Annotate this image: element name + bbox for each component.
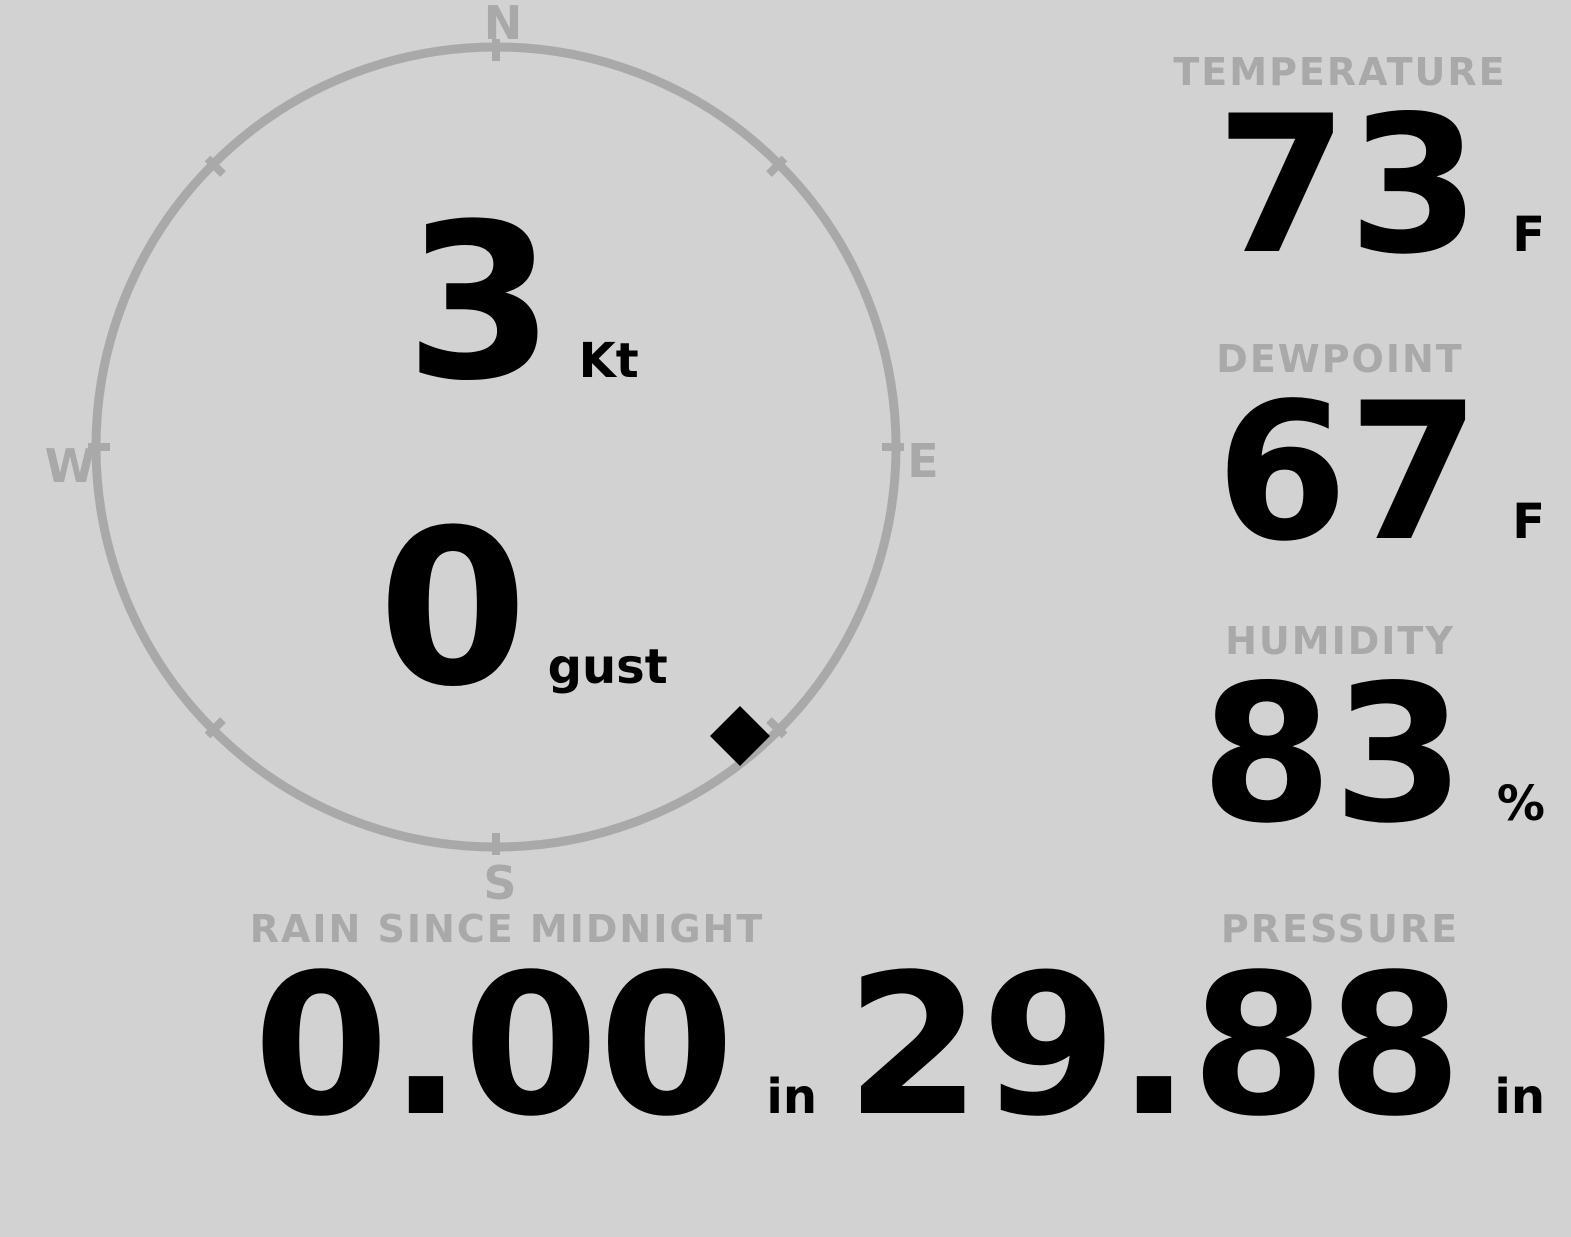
compass-label-north: N [483,0,523,50]
pressure-label: PRESSURE [1220,907,1460,951]
humidity-unit: % [1496,776,1545,832]
rain-metric: RAIN SINCE MIDNIGHT 0.00 in [197,910,817,1143]
humidity-value: 83 [1200,644,1465,865]
wind-gust-unit: gust [547,639,668,695]
rain-unit: in [766,1069,817,1125]
wind-speed: 3 Kt [405,195,639,410]
pressure-unit: in [1494,1069,1545,1125]
temperature-unit: F [1512,207,1545,263]
compass-dial [88,39,904,855]
wind-gust: 0 gust [378,501,668,716]
humidity-metric: HUMIDITY 83 % [1135,619,1546,865]
pressure-value: 29.88 [845,932,1463,1159]
compass-label-east: E [907,434,939,488]
dewpoint-label: DEWPOINT [1216,337,1464,381]
dewpoint-metric: DEWPOINT 67 F [1135,340,1545,568]
wind-direction-marker [710,706,770,766]
wind-speed-value: 3 [405,177,555,428]
compass-ticks [88,39,904,855]
compass-label-south: S [483,856,517,910]
rain-value: 0.00 [253,932,735,1159]
wind-speed-unit: Kt [578,333,639,389]
wind-compass: N E S W 3 Kt 0 gust [0,0,1000,920]
dewpoint-value: 67 [1215,362,1481,583]
temperature-value: 73 [1215,75,1481,296]
temperature-label: TEMPERATURE [1173,50,1507,94]
pressure-metric: PRESSURE 29.88 in [846,907,1545,1143]
temperature-metric: TEMPERATURE 73 F [1135,53,1545,281]
compass-label-west: W [44,439,96,493]
wind-gust-value: 0 [378,483,528,734]
rain-label: RAIN SINCE MIDNIGHT [249,907,765,951]
dewpoint-unit: F [1512,494,1545,550]
humidity-label: HUMIDITY [1225,619,1455,663]
